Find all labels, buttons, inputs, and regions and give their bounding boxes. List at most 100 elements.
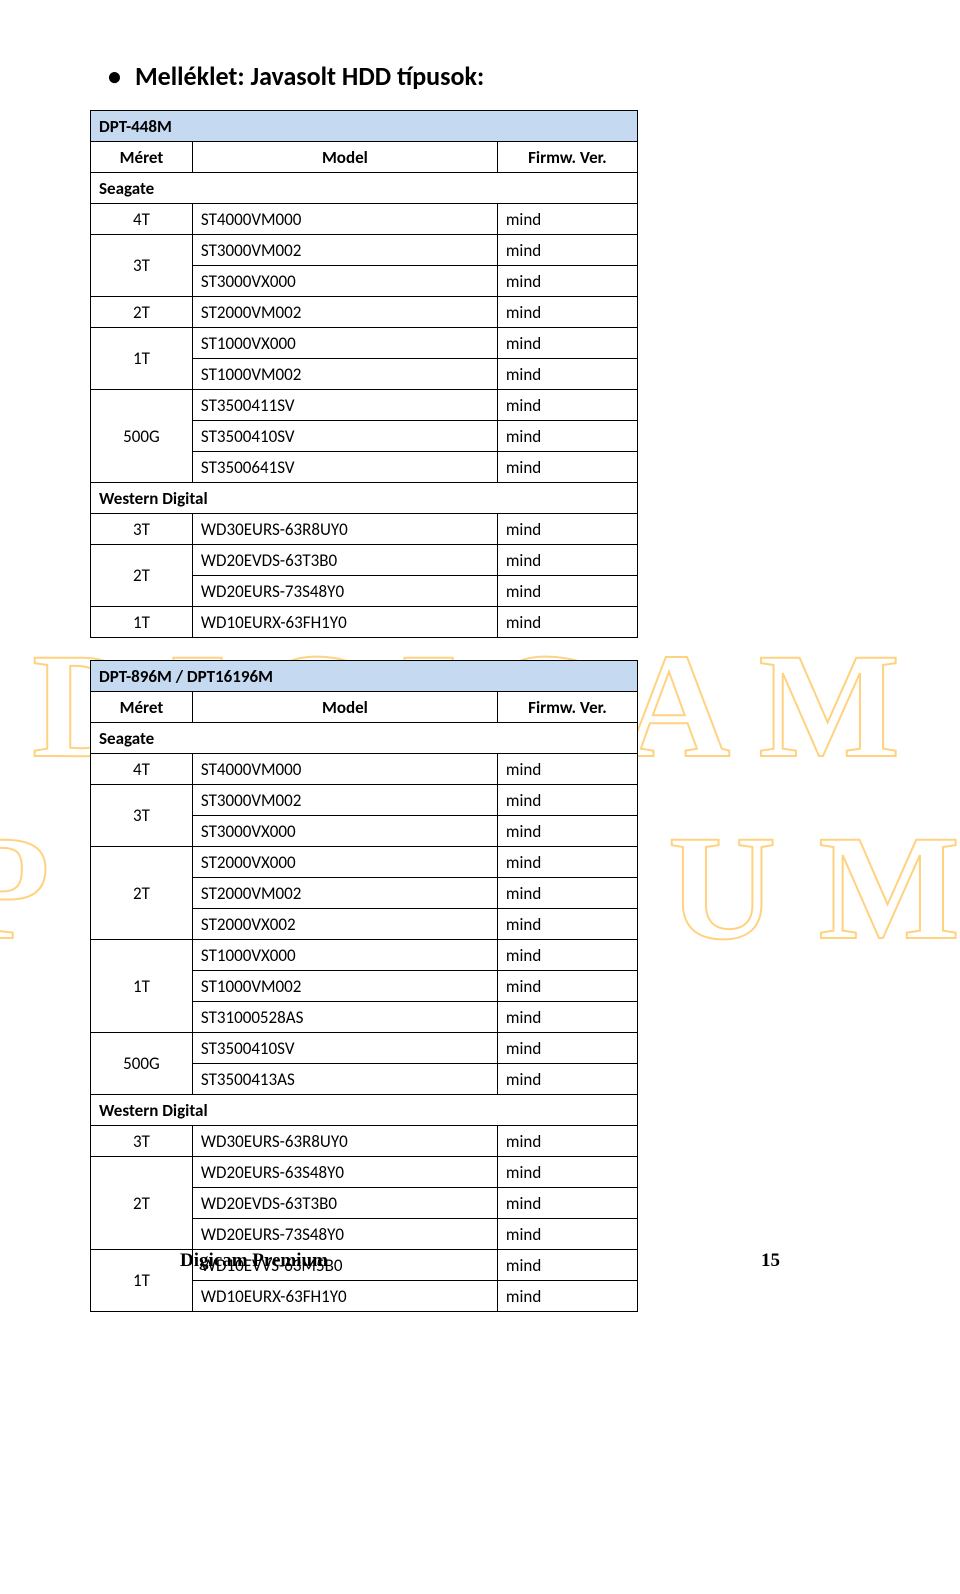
cell-model: WD20EURS-63S48Y0 [192,1157,497,1188]
table-caption-row: DPT-448M [91,111,638,142]
table-header-row: MéretModelFirmw. Ver. [91,142,638,173]
cell-firmware: mind [497,1002,637,1033]
cell-size: 3T [91,1126,193,1157]
table-row: 500GST3500410SVmind [91,1033,638,1064]
table-row: 2TST2000VM002mind [91,297,638,328]
cell-size: 500G [91,1033,193,1095]
section-label: Western Digital [91,483,638,514]
cell-model: ST2000VX002 [192,909,497,940]
table-row: 4TST4000VM000mind [91,754,638,785]
cell-size: 2T [91,1157,193,1250]
cell-firmware: mind [497,1064,637,1095]
table-row: 1TST1000VX000mind [91,328,638,359]
title-bullet: • [108,60,121,92]
cell-size: 3T [91,785,193,847]
cell-size: 1T [91,940,193,1033]
table-row: 3TST3000VM002mind [91,235,638,266]
table-row: 2TST2000VX000mind [91,847,638,878]
cell-firmware: mind [497,545,637,576]
cell-model: ST2000VX000 [192,847,497,878]
cell-size: 3T [91,514,193,545]
cell-firmware: mind [497,1219,637,1250]
cell-model: ST3000VM002 [192,235,497,266]
table-row: 3TWD30EURS-63R8UY0mind [91,1126,638,1157]
cell-firmware: mind [497,816,637,847]
cell-model: WD20EURS-73S48Y0 [192,1219,497,1250]
cell-firmware: mind [497,266,637,297]
table-section-row: Western Digital [91,1095,638,1126]
cell-size: 2T [91,545,193,607]
cell-firmware: mind [497,328,637,359]
cell-model: ST1000VM002 [192,359,497,390]
cell-firmware: mind [497,204,637,235]
hdd-table: DPT-448MMéretModelFirmw. Ver.Seagate4TST… [90,110,638,638]
col-header-model: Model [192,692,497,723]
hdd-table: DPT-896M / DPT16196MMéretModelFirmw. Ver… [90,660,638,1312]
table-row: 2TWD20EVDS-63T3B0mind [91,545,638,576]
cell-firmware: mind [497,878,637,909]
col-header-firmware: Firmw. Ver. [497,142,637,173]
table-row: 3TWD30EURS-63R8UY0mind [91,514,638,545]
cell-size: 500G [91,390,193,483]
cell-model: WD30EURS-63R8UY0 [192,514,497,545]
cell-model: ST4000VM000 [192,204,497,235]
cell-size: 1T [91,607,193,638]
table-header-row: MéretModelFirmw. Ver. [91,692,638,723]
cell-firmware: mind [497,1126,637,1157]
footer-page-number: 15 [761,1250,780,1272]
cell-model: ST3000VM002 [192,785,497,816]
cell-firmware: mind [497,514,637,545]
cell-firmware: mind [497,235,637,266]
cell-model: ST2000VM002 [192,297,497,328]
cell-model: ST3500410SV [192,421,497,452]
cell-firmware: mind [497,359,637,390]
cell-firmware: mind [497,971,637,1002]
section-label: Western Digital [91,1095,638,1126]
cell-firmware: mind [497,607,637,638]
cell-firmware: mind [497,297,637,328]
table-row: 4TST4000VM000mind [91,204,638,235]
table-caption: DPT-896M / DPT16196M [91,661,638,692]
cell-model: ST1000VM002 [192,971,497,1002]
cell-size: 2T [91,847,193,940]
cell-model: ST4000VM000 [192,754,497,785]
cell-firmware: mind [497,940,637,971]
table-row: 1TST1000VX000mind [91,940,638,971]
table-row: 3TST3000VM002mind [91,785,638,816]
cell-firmware: mind [497,847,637,878]
table-row: 1TWD10EURX-63FH1Y0mind [91,607,638,638]
cell-firmware: mind [497,909,637,940]
cell-model: ST3500411SV [192,390,497,421]
cell-model: ST2000VM002 [192,878,497,909]
cell-firmware: mind [497,390,637,421]
cell-model: ST31000528AS [192,1002,497,1033]
col-header-firmware: Firmw. Ver. [497,692,637,723]
cell-model: ST3000VX000 [192,266,497,297]
cell-model: WD20EURS-73S48Y0 [192,576,497,607]
col-header-size: Méret [91,142,193,173]
cell-model: WD10EURX-63FH1Y0 [192,607,497,638]
section-label: Seagate [91,723,638,754]
cell-firmware: mind [497,754,637,785]
cell-firmware: mind [497,1033,637,1064]
cell-model: ST3500410SV [192,1033,497,1064]
cell-firmware: mind [497,1281,637,1312]
tables-container: DPT-448MMéretModelFirmw. Ver.Seagate4TST… [90,110,870,1312]
cell-size: 4T [91,754,193,785]
cell-model: WD20EVDS-63T3B0 [192,545,497,576]
cell-firmware: mind [497,576,637,607]
col-header-size: Méret [91,692,193,723]
cell-model: ST1000VX000 [192,940,497,971]
table-section-row: Seagate [91,173,638,204]
cell-size: 1T [91,1250,193,1312]
page-footer: Digicam Premium 15 [180,1250,780,1272]
cell-model: ST3500413AS [192,1064,497,1095]
page-title-row: • Melléklet: Javasolt HDD típusok: [90,60,870,92]
cell-firmware: mind [497,1188,637,1219]
cell-firmware: mind [497,452,637,483]
cell-model: ST3000VX000 [192,816,497,847]
cell-model: ST1000VX000 [192,328,497,359]
table-section-row: Seagate [91,723,638,754]
cell-model: WD10EURX-63FH1Y0 [192,1281,497,1312]
cell-size: 2T [91,297,193,328]
